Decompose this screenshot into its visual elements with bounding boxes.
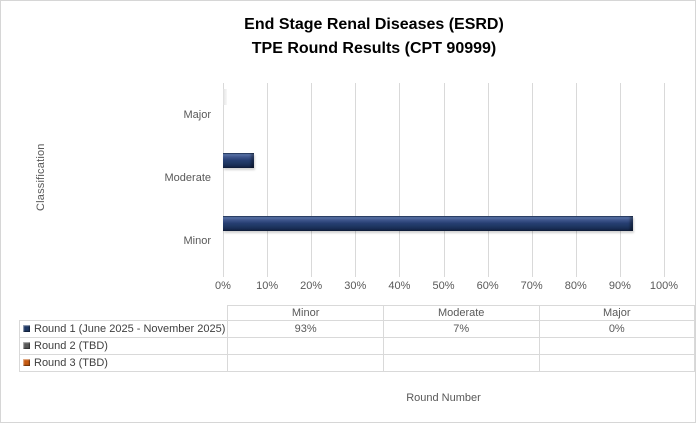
x-tick-label: 10% [256, 280, 279, 292]
gridline [487, 83, 489, 277]
x-tick-label: 90% [608, 280, 631, 292]
legend-cell: Round 1 (June 2025 - November 2025) [18, 320, 229, 338]
gridline [619, 83, 621, 277]
x-tick-label: 40% [388, 280, 411, 292]
category-label: Moderate [164, 171, 211, 184]
table-row: Round 3 (TBD) [18, 354, 695, 372]
value-cell: 0% [538, 320, 695, 338]
x-tick-label: 100% [649, 280, 679, 292]
table-row: Round 1 (June 2025 - November 2025) 93% 7%… [18, 320, 695, 338]
data-table: Minor Moderate Major Round 1 (June 2025 - N… [18, 305, 695, 372]
table-corner-cell [19, 305, 229, 321]
x-tick-label: 30% [344, 280, 367, 292]
x-tick-label: 70% [520, 280, 543, 292]
value-cell [382, 354, 540, 372]
gridline [443, 83, 445, 277]
plot-area [223, 83, 665, 277]
bar-round1 [223, 216, 634, 231]
y-axis-category-labels: Major Moderate Minor [1, 83, 211, 272]
legend-marker-icon [23, 359, 30, 367]
bar-round1 [223, 153, 254, 168]
table-column-header: Major [538, 305, 695, 321]
gridline [355, 83, 357, 277]
gridline [664, 83, 665, 277]
value-cell [538, 354, 695, 372]
gridline [531, 83, 533, 277]
table-row: Round 2 (TBD) [18, 337, 695, 355]
category-label: Major [183, 108, 211, 121]
chart-title-line2: TPE Round Results (CPT 90999) [251, 40, 497, 57]
gridline [223, 83, 224, 277]
x-tick-label: 80% [564, 280, 587, 292]
table-column-header: Moderate [382, 305, 540, 321]
x-tick-label: 0% [215, 280, 231, 292]
gridline [311, 83, 313, 277]
value-cell: 7% [382, 320, 540, 338]
value-cell [538, 337, 695, 355]
legend-marker-icon [23, 325, 30, 333]
x-tick-label: 60% [476, 280, 499, 292]
legend-cell: Round 2 (TBD) [18, 337, 229, 355]
bar-round1-zero [223, 89, 227, 105]
value-cell [382, 337, 540, 355]
table-column-header: Minor [227, 305, 384, 321]
legend-cell: Round 3 (TBD) [18, 354, 229, 372]
table-header-row: Minor Moderate Major [19, 305, 695, 321]
gridline [575, 83, 577, 277]
value-cell [227, 354, 384, 372]
legend-label: Round 3 (TBD) [34, 357, 108, 369]
category-label: Minor [183, 234, 211, 247]
legend-marker-icon [23, 342, 30, 350]
value-cell: 93% [227, 320, 384, 338]
legend-label: Round 1 (June 2025 - November 2025) [34, 323, 226, 335]
chart-title: End Stage Renal Diseases (ESRD) TPE Roun… [52, 13, 695, 61]
value-cell [227, 337, 384, 355]
legend-label: Round 2 (TBD) [34, 340, 108, 352]
x-tick-label: 50% [432, 280, 455, 292]
gridline [399, 83, 401, 277]
x-axis-title: Round Number [406, 392, 481, 404]
gridline [267, 83, 269, 277]
chart-title-line1: End Stage Renal Diseases (ESRD) [244, 16, 504, 33]
x-tick-label: 20% [300, 280, 323, 292]
